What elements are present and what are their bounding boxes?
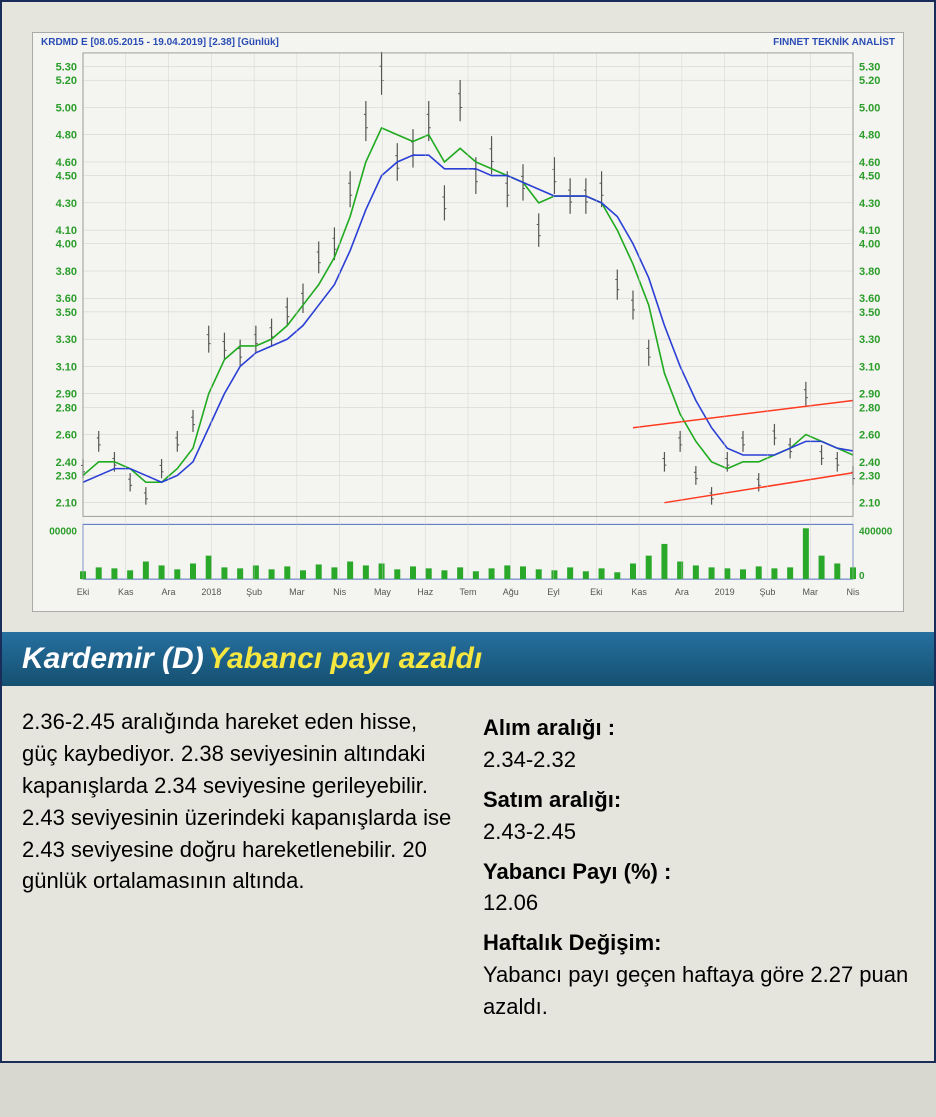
svg-text:3.50: 3.50 bbox=[56, 307, 77, 319]
svg-text:3.30: 3.30 bbox=[859, 334, 880, 346]
svg-text:2.90: 2.90 bbox=[859, 389, 880, 401]
svg-text:Eki: Eki bbox=[590, 587, 602, 597]
svg-text:3.30: 3.30 bbox=[56, 334, 77, 346]
svg-text:3.50: 3.50 bbox=[859, 307, 880, 319]
svg-text:3.80: 3.80 bbox=[56, 266, 77, 278]
svg-text:3.10: 3.10 bbox=[56, 361, 77, 373]
svg-text:2.90: 2.90 bbox=[56, 389, 77, 401]
svg-text:4.80: 4.80 bbox=[859, 130, 880, 142]
svg-text:Şub: Şub bbox=[246, 587, 262, 597]
svg-text:5.20: 5.20 bbox=[859, 75, 880, 87]
chart-header-left: KRDMD E [08.05.2015 - 19.04.2019] [2.38]… bbox=[41, 37, 279, 48]
svg-text:Tem: Tem bbox=[460, 587, 477, 597]
foreign-share-label: Yabancı Payı (%) : bbox=[483, 856, 914, 888]
svg-text:4.10: 4.10 bbox=[859, 225, 880, 237]
svg-text:2.30: 2.30 bbox=[859, 470, 880, 482]
svg-text:May: May bbox=[374, 587, 391, 597]
svg-text:2.60: 2.60 bbox=[56, 430, 77, 442]
svg-text:3.60: 3.60 bbox=[56, 293, 77, 305]
svg-text:4.30: 4.30 bbox=[56, 198, 77, 210]
svg-text:3.60: 3.60 bbox=[859, 293, 880, 305]
svg-text:2.40: 2.40 bbox=[859, 457, 880, 469]
svg-text:Ara: Ara bbox=[162, 587, 176, 597]
svg-text:5.30: 5.30 bbox=[56, 62, 77, 74]
svg-text:4.50: 4.50 bbox=[859, 171, 880, 183]
buy-range-label: Alım aralığı : bbox=[483, 712, 914, 744]
stock-name: Kardemir (D) bbox=[22, 642, 204, 675]
svg-text:2.60: 2.60 bbox=[859, 430, 880, 442]
svg-text:4.60: 4.60 bbox=[859, 157, 880, 169]
svg-text:4.10: 4.10 bbox=[56, 225, 77, 237]
info-panel: Alım aralığı : 2.34-2.32 Satım aralığı: … bbox=[483, 706, 914, 1031]
svg-text:Nis: Nis bbox=[847, 587, 860, 597]
svg-text:3.80: 3.80 bbox=[859, 266, 880, 278]
svg-text:2.10: 2.10 bbox=[56, 498, 77, 510]
content-columns: 2.36-2.45 aralığında hareket eden hisse,… bbox=[2, 686, 934, 1061]
stock-subtitle: Yabancı payı azaldı bbox=[208, 642, 482, 675]
buy-range-value: 2.34-2.32 bbox=[483, 744, 914, 776]
svg-text:5.30: 5.30 bbox=[859, 62, 880, 74]
weekly-change-label: Haftalık Değişim: bbox=[483, 927, 914, 959]
svg-text:4.00: 4.00 bbox=[859, 239, 880, 251]
chart-box: KRDMD E [08.05.2015 - 19.04.2019] [2.38]… bbox=[32, 32, 904, 612]
svg-text:400000: 400000 bbox=[859, 526, 893, 537]
svg-text:Nis: Nis bbox=[333, 587, 346, 597]
svg-text:2.40: 2.40 bbox=[56, 457, 77, 469]
svg-text:Kas: Kas bbox=[118, 587, 134, 597]
svg-text:Mar: Mar bbox=[802, 587, 817, 597]
svg-text:2.30: 2.30 bbox=[56, 470, 77, 482]
svg-text:4.00: 4.00 bbox=[56, 239, 77, 251]
analysis-text: 2.36-2.45 aralığında hareket eden hisse,… bbox=[22, 706, 453, 1031]
svg-text:4.50: 4.50 bbox=[56, 171, 77, 183]
svg-text:5.00: 5.00 bbox=[56, 102, 77, 114]
svg-text:2.10: 2.10 bbox=[859, 498, 880, 510]
svg-text:4.60: 4.60 bbox=[56, 157, 77, 169]
svg-text:5.20: 5.20 bbox=[56, 75, 77, 87]
sell-range-value: 2.43-2.45 bbox=[483, 816, 914, 848]
sell-range-label: Satım aralığı: bbox=[483, 784, 914, 816]
svg-text:Ağu: Ağu bbox=[503, 587, 519, 597]
svg-text:Kas: Kas bbox=[631, 587, 647, 597]
svg-text:2019: 2019 bbox=[715, 587, 735, 597]
svg-text:Şub: Şub bbox=[759, 587, 775, 597]
svg-text:Ara: Ara bbox=[675, 587, 689, 597]
svg-text:2018: 2018 bbox=[201, 587, 221, 597]
svg-text:Mar: Mar bbox=[289, 587, 304, 597]
svg-text:Haz: Haz bbox=[417, 587, 433, 597]
foreign-share-value: 12.06 bbox=[483, 887, 914, 919]
title-bar: Kardemir (D) Yabancı payı azaldı bbox=[2, 632, 934, 686]
svg-text:Eyl: Eyl bbox=[547, 587, 559, 597]
svg-text:2.80: 2.80 bbox=[56, 402, 77, 414]
svg-text:4.80: 4.80 bbox=[56, 130, 77, 142]
svg-text:2.80: 2.80 bbox=[859, 402, 880, 414]
weekly-change-value: Yabancı payı geçen haftaya göre 2.27 pua… bbox=[483, 959, 914, 1023]
svg-text:Eki: Eki bbox=[77, 587, 89, 597]
svg-text:3.10: 3.10 bbox=[859, 361, 880, 373]
price-chart: 5.305.305.205.205.005.004.804.804.604.60… bbox=[33, 33, 903, 611]
svg-text:4.30: 4.30 bbox=[859, 198, 880, 210]
svg-text:00000: 00000 bbox=[49, 526, 77, 537]
chart-area: KRDMD E [08.05.2015 - 19.04.2019] [2.38]… bbox=[2, 2, 934, 632]
chart-header-right: FINNET TEKNİK ANALİST bbox=[773, 37, 895, 48]
svg-text:0: 0 bbox=[859, 571, 865, 582]
page-container: KRDMD E [08.05.2015 - 19.04.2019] [2.38]… bbox=[0, 0, 936, 1063]
svg-text:5.00: 5.00 bbox=[859, 102, 880, 114]
